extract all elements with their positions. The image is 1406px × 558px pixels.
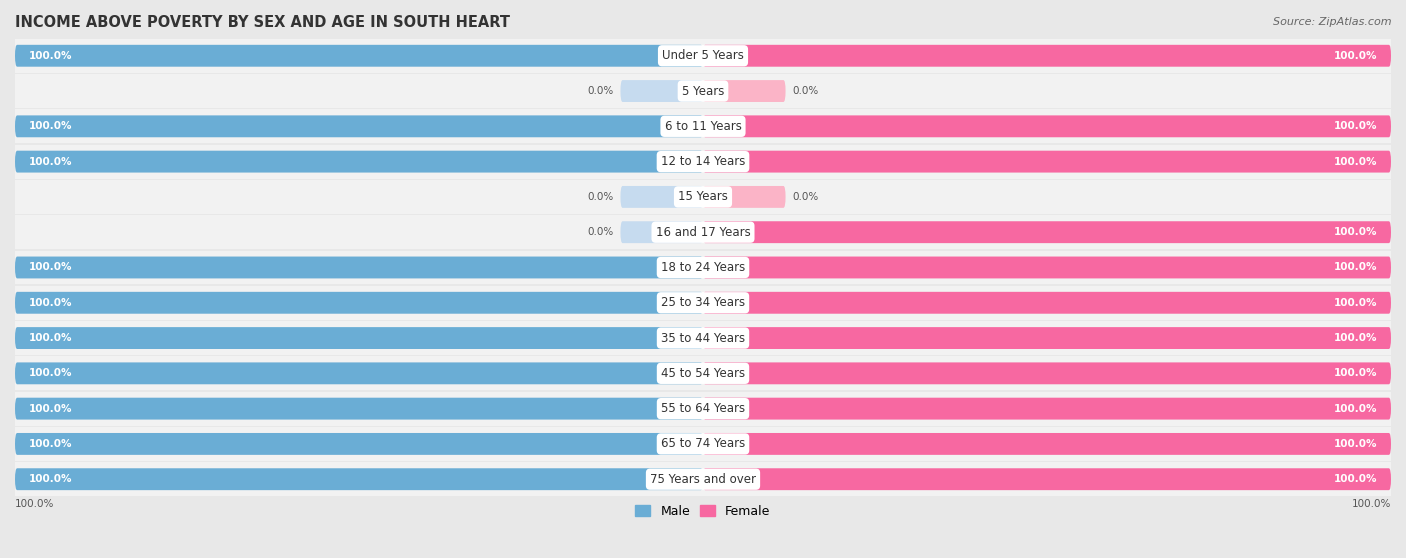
Text: 100.0%: 100.0% xyxy=(1334,439,1378,449)
Text: 100.0%: 100.0% xyxy=(28,368,72,378)
FancyBboxPatch shape xyxy=(15,321,1391,355)
Text: 0.0%: 0.0% xyxy=(588,86,613,96)
FancyBboxPatch shape xyxy=(703,468,1391,490)
FancyBboxPatch shape xyxy=(703,80,786,102)
FancyBboxPatch shape xyxy=(15,427,1391,461)
Text: 100.0%: 100.0% xyxy=(1334,227,1378,237)
Text: 100.0%: 100.0% xyxy=(1334,262,1378,272)
FancyBboxPatch shape xyxy=(15,257,703,278)
Text: 35 to 44 Years: 35 to 44 Years xyxy=(661,331,745,344)
Text: 100.0%: 100.0% xyxy=(28,439,72,449)
FancyBboxPatch shape xyxy=(703,327,1391,349)
FancyBboxPatch shape xyxy=(15,151,703,172)
Text: 100.0%: 100.0% xyxy=(1334,333,1378,343)
FancyBboxPatch shape xyxy=(620,186,703,208)
Text: 0.0%: 0.0% xyxy=(793,86,818,96)
FancyBboxPatch shape xyxy=(703,151,1391,172)
Text: 16 and 17 Years: 16 and 17 Years xyxy=(655,225,751,239)
FancyBboxPatch shape xyxy=(15,327,703,349)
Text: 100.0%: 100.0% xyxy=(28,333,72,343)
Text: Source: ZipAtlas.com: Source: ZipAtlas.com xyxy=(1274,17,1392,27)
FancyBboxPatch shape xyxy=(15,215,1391,249)
Text: 0.0%: 0.0% xyxy=(588,192,613,202)
Text: 18 to 24 Years: 18 to 24 Years xyxy=(661,261,745,274)
FancyBboxPatch shape xyxy=(15,468,703,490)
FancyBboxPatch shape xyxy=(15,45,703,67)
FancyBboxPatch shape xyxy=(703,398,1391,420)
Text: 15 Years: 15 Years xyxy=(678,190,728,204)
FancyBboxPatch shape xyxy=(703,433,1391,455)
Text: 100.0%: 100.0% xyxy=(1334,474,1378,484)
FancyBboxPatch shape xyxy=(15,292,703,314)
FancyBboxPatch shape xyxy=(15,74,1391,108)
FancyBboxPatch shape xyxy=(15,39,1391,73)
Text: 100.0%: 100.0% xyxy=(15,499,55,509)
Text: 65 to 74 Years: 65 to 74 Years xyxy=(661,437,745,450)
Text: 12 to 14 Years: 12 to 14 Years xyxy=(661,155,745,168)
FancyBboxPatch shape xyxy=(15,433,703,455)
FancyBboxPatch shape xyxy=(15,392,1391,426)
FancyBboxPatch shape xyxy=(703,222,1391,243)
Text: 75 Years and over: 75 Years and over xyxy=(650,473,756,485)
FancyBboxPatch shape xyxy=(15,251,1391,285)
FancyBboxPatch shape xyxy=(15,145,1391,179)
Text: 25 to 34 Years: 25 to 34 Years xyxy=(661,296,745,309)
FancyBboxPatch shape xyxy=(15,362,703,384)
FancyBboxPatch shape xyxy=(703,116,1391,137)
Text: 100.0%: 100.0% xyxy=(1334,298,1378,308)
Text: INCOME ABOVE POVERTY BY SEX AND AGE IN SOUTH HEART: INCOME ABOVE POVERTY BY SEX AND AGE IN S… xyxy=(15,15,510,30)
FancyBboxPatch shape xyxy=(15,462,1391,496)
Text: 0.0%: 0.0% xyxy=(793,192,818,202)
Text: 100.0%: 100.0% xyxy=(28,403,72,413)
Text: 100.0%: 100.0% xyxy=(28,262,72,272)
FancyBboxPatch shape xyxy=(15,357,1391,390)
Text: 100.0%: 100.0% xyxy=(1334,51,1378,61)
FancyBboxPatch shape xyxy=(620,80,703,102)
Text: Under 5 Years: Under 5 Years xyxy=(662,49,744,62)
Text: 0.0%: 0.0% xyxy=(588,227,613,237)
FancyBboxPatch shape xyxy=(15,286,1391,320)
Text: 100.0%: 100.0% xyxy=(1351,499,1391,509)
Text: 100.0%: 100.0% xyxy=(28,298,72,308)
FancyBboxPatch shape xyxy=(15,109,1391,143)
Text: 55 to 64 Years: 55 to 64 Years xyxy=(661,402,745,415)
FancyBboxPatch shape xyxy=(703,292,1391,314)
FancyBboxPatch shape xyxy=(703,362,1391,384)
FancyBboxPatch shape xyxy=(703,45,1391,67)
FancyBboxPatch shape xyxy=(15,180,1391,214)
Text: 45 to 54 Years: 45 to 54 Years xyxy=(661,367,745,380)
Text: 100.0%: 100.0% xyxy=(1334,121,1378,131)
Text: 100.0%: 100.0% xyxy=(28,157,72,167)
FancyBboxPatch shape xyxy=(15,398,703,420)
Text: 100.0%: 100.0% xyxy=(28,474,72,484)
Text: 100.0%: 100.0% xyxy=(1334,368,1378,378)
FancyBboxPatch shape xyxy=(620,222,703,243)
Legend: Male, Female: Male, Female xyxy=(630,500,776,523)
Text: 6 to 11 Years: 6 to 11 Years xyxy=(665,120,741,133)
Text: 100.0%: 100.0% xyxy=(1334,403,1378,413)
FancyBboxPatch shape xyxy=(703,186,786,208)
FancyBboxPatch shape xyxy=(15,116,703,137)
FancyBboxPatch shape xyxy=(703,257,1391,278)
Text: 100.0%: 100.0% xyxy=(1334,157,1378,167)
Text: 100.0%: 100.0% xyxy=(28,121,72,131)
Text: 100.0%: 100.0% xyxy=(28,51,72,61)
Text: 5 Years: 5 Years xyxy=(682,85,724,98)
